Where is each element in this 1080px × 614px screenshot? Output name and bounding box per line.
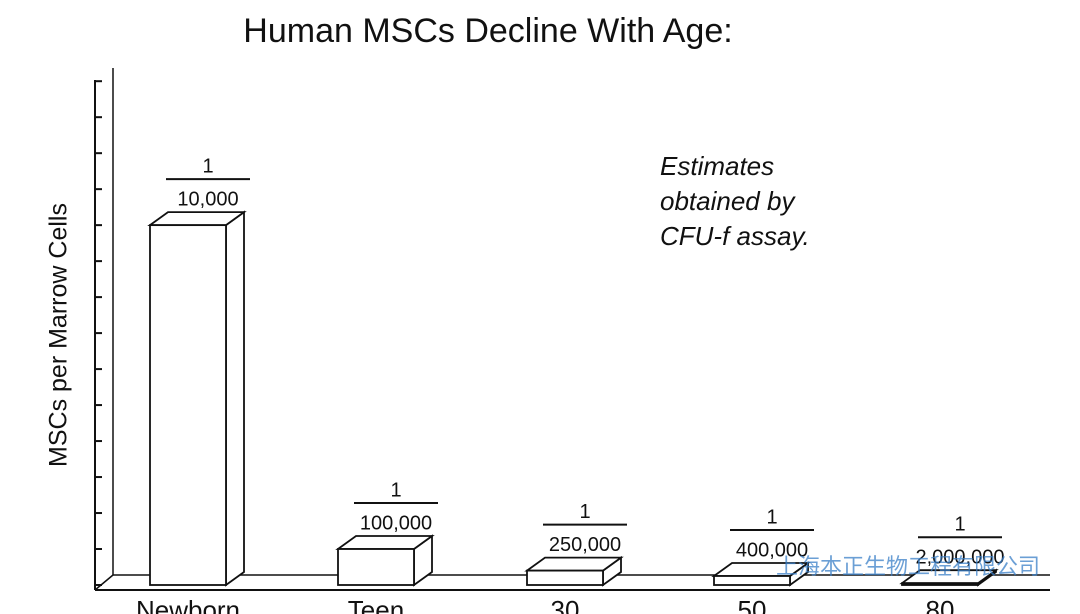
floor-edge bbox=[94, 574, 114, 591]
value-label-numerator: 1 bbox=[579, 501, 590, 523]
x-tick-label: 30 bbox=[551, 595, 580, 614]
x-tick-label: Newborn bbox=[136, 595, 240, 614]
value-label-denominator: 250,000 bbox=[549, 534, 621, 556]
bar-face bbox=[524, 556, 624, 572]
annotation: CFU-f assay. bbox=[660, 221, 810, 251]
x-tick-label: 50 bbox=[738, 595, 767, 614]
value-label-denominator: 100,000 bbox=[360, 512, 432, 534]
bar bbox=[335, 534, 435, 587]
value-label-numerator: 1 bbox=[766, 506, 777, 528]
x-tick-label: 80 bbox=[926, 595, 955, 614]
value-label-denominator: 2,000,000 bbox=[916, 546, 1005, 568]
annotation: Estimates bbox=[660, 151, 774, 181]
watermark: 上海本正生物工程有限公司 bbox=[776, 554, 1040, 579]
bar-face bbox=[335, 535, 435, 550]
bar-face bbox=[147, 211, 247, 227]
bar bbox=[899, 568, 999, 587]
value-label-numerator: 1 bbox=[390, 479, 401, 501]
bar-face bbox=[337, 548, 415, 586]
bar-face bbox=[901, 582, 979, 586]
y-axis-label: MSCs per Marrow Cells bbox=[45, 203, 73, 467]
x-tick-label: Teen bbox=[348, 595, 404, 614]
chart-title: Human MSCs Decline With Age: bbox=[243, 12, 732, 50]
annotation: obtained by bbox=[660, 186, 796, 216]
value-label-denominator: 10,000 bbox=[177, 188, 238, 210]
value-label-numerator: 1 bbox=[954, 513, 965, 535]
bar-face bbox=[713, 575, 791, 586]
value-label-denominator: 400,000 bbox=[736, 539, 808, 561]
bar bbox=[711, 561, 811, 587]
value-label-numerator: 1 bbox=[202, 155, 213, 177]
bar-face bbox=[225, 210, 245, 587]
bar-face bbox=[526, 569, 604, 586]
bar bbox=[524, 555, 624, 587]
bar bbox=[147, 210, 247, 587]
bar-face bbox=[149, 224, 227, 586]
